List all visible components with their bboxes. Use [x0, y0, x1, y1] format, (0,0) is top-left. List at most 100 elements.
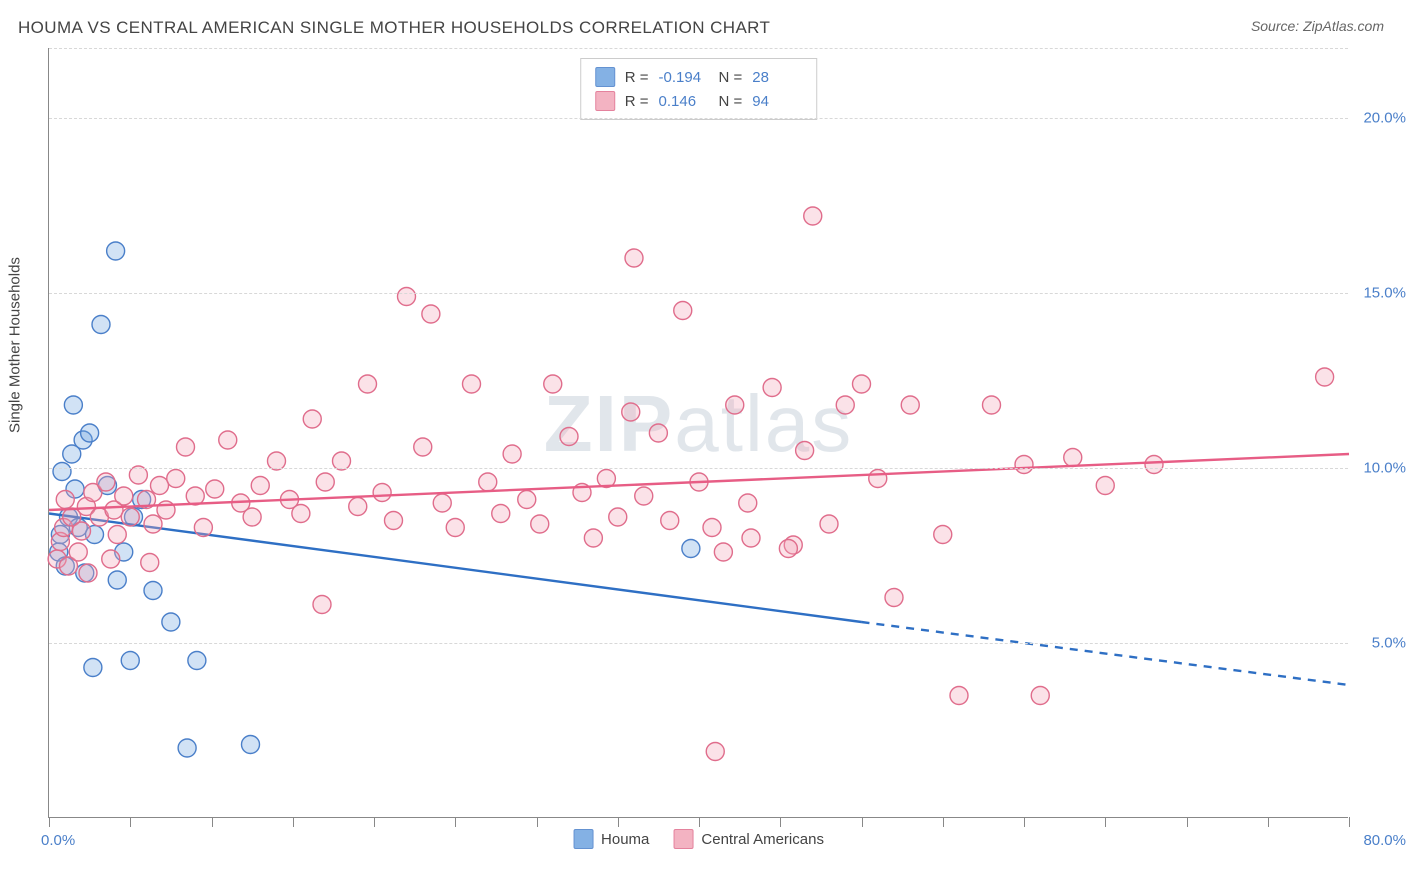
data-point	[853, 375, 871, 393]
x-tick	[212, 817, 213, 827]
x-tick	[293, 817, 294, 827]
data-point	[144, 515, 162, 533]
y-axis-title: Single Mother Households	[7, 257, 24, 433]
chart-title: HOUMA VS CENTRAL AMERICAN SINGLE MOTHER …	[18, 18, 770, 38]
data-point	[64, 396, 82, 414]
data-point	[178, 739, 196, 757]
data-point	[292, 505, 310, 523]
data-point	[144, 582, 162, 600]
data-point	[885, 589, 903, 607]
data-point	[194, 519, 212, 537]
data-point	[243, 508, 261, 526]
x-tick	[618, 817, 619, 827]
legend-label: Houma	[601, 831, 649, 848]
data-point	[108, 526, 126, 544]
legend-stats-row: R = 0.146 N = 94	[595, 89, 803, 113]
legend-item: Central Americans	[673, 829, 824, 849]
data-point	[584, 529, 602, 547]
data-point	[349, 498, 367, 516]
data-point	[242, 736, 260, 754]
x-tick	[1187, 817, 1188, 827]
data-point	[531, 515, 549, 533]
data-point	[479, 473, 497, 491]
x-tick	[537, 817, 538, 827]
data-point	[463, 375, 481, 393]
data-point	[433, 494, 451, 512]
data-point	[518, 491, 536, 509]
plot-area: Single Mother Households ZIPatlas R = -0…	[48, 48, 1348, 818]
source-attribution: Source: ZipAtlas.com	[1251, 18, 1384, 34]
data-point	[79, 564, 97, 582]
data-point	[1316, 368, 1334, 386]
data-point	[661, 512, 679, 530]
data-point	[492, 505, 510, 523]
data-point	[625, 249, 643, 267]
data-point	[934, 526, 952, 544]
data-point	[206, 480, 224, 498]
x-tick	[374, 817, 375, 827]
trend-line-extrapolated	[862, 622, 1350, 685]
data-point	[544, 375, 562, 393]
data-point	[102, 550, 120, 568]
data-point	[779, 540, 797, 558]
x-axis-label-max: 80.0%	[1363, 832, 1406, 849]
data-point	[635, 487, 653, 505]
chart-container: HOUMA VS CENTRAL AMERICAN SINGLE MOTHER …	[0, 0, 1406, 892]
x-tick	[455, 817, 456, 827]
y-tick-label: 20.0%	[1363, 110, 1406, 127]
data-point	[983, 396, 1001, 414]
swatch-central	[595, 91, 615, 111]
x-tick	[1268, 817, 1269, 827]
swatch-houma	[595, 67, 615, 87]
data-point	[763, 379, 781, 397]
data-point	[107, 242, 125, 260]
data-point	[81, 424, 99, 442]
data-point	[313, 596, 331, 614]
legend-series: Houma Central Americans	[573, 829, 824, 849]
r-value-houma: -0.194	[659, 69, 709, 86]
data-point	[869, 470, 887, 488]
r-equals-label: R =	[625, 93, 649, 110]
x-tick	[943, 817, 944, 827]
data-point	[706, 743, 724, 761]
y-tick-label: 5.0%	[1372, 635, 1406, 652]
data-point	[97, 473, 115, 491]
data-point	[167, 470, 185, 488]
data-point	[804, 207, 822, 225]
data-point	[1096, 477, 1114, 495]
data-point	[141, 554, 159, 572]
n-equals-label: N =	[719, 69, 743, 86]
gridline	[49, 643, 1348, 644]
data-point	[53, 463, 71, 481]
data-point	[1064, 449, 1082, 467]
n-value-central: 94	[752, 93, 802, 110]
data-point	[703, 519, 721, 537]
data-point	[560, 428, 578, 446]
data-point	[682, 540, 700, 558]
data-point	[901, 396, 919, 414]
data-point	[162, 613, 180, 631]
data-point	[950, 687, 968, 705]
data-point	[151, 477, 169, 495]
x-tick	[699, 817, 700, 827]
n-equals-label: N =	[719, 93, 743, 110]
chart-svg	[49, 48, 1348, 817]
data-point	[622, 403, 640, 421]
data-point	[73, 522, 91, 540]
data-point	[121, 652, 139, 670]
data-point	[219, 431, 237, 449]
data-point	[726, 396, 744, 414]
trend-line	[49, 454, 1349, 510]
y-tick-label: 15.0%	[1363, 285, 1406, 302]
data-point	[446, 519, 464, 537]
x-tick	[130, 817, 131, 827]
data-point	[820, 515, 838, 533]
legend-stats-row: R = -0.194 N = 28	[595, 65, 803, 89]
x-tick	[1349, 817, 1350, 827]
data-point	[108, 571, 126, 589]
data-point	[714, 543, 732, 561]
legend-label: Central Americans	[701, 831, 824, 848]
r-equals-label: R =	[625, 69, 649, 86]
data-point	[385, 512, 403, 530]
data-point	[796, 442, 814, 460]
